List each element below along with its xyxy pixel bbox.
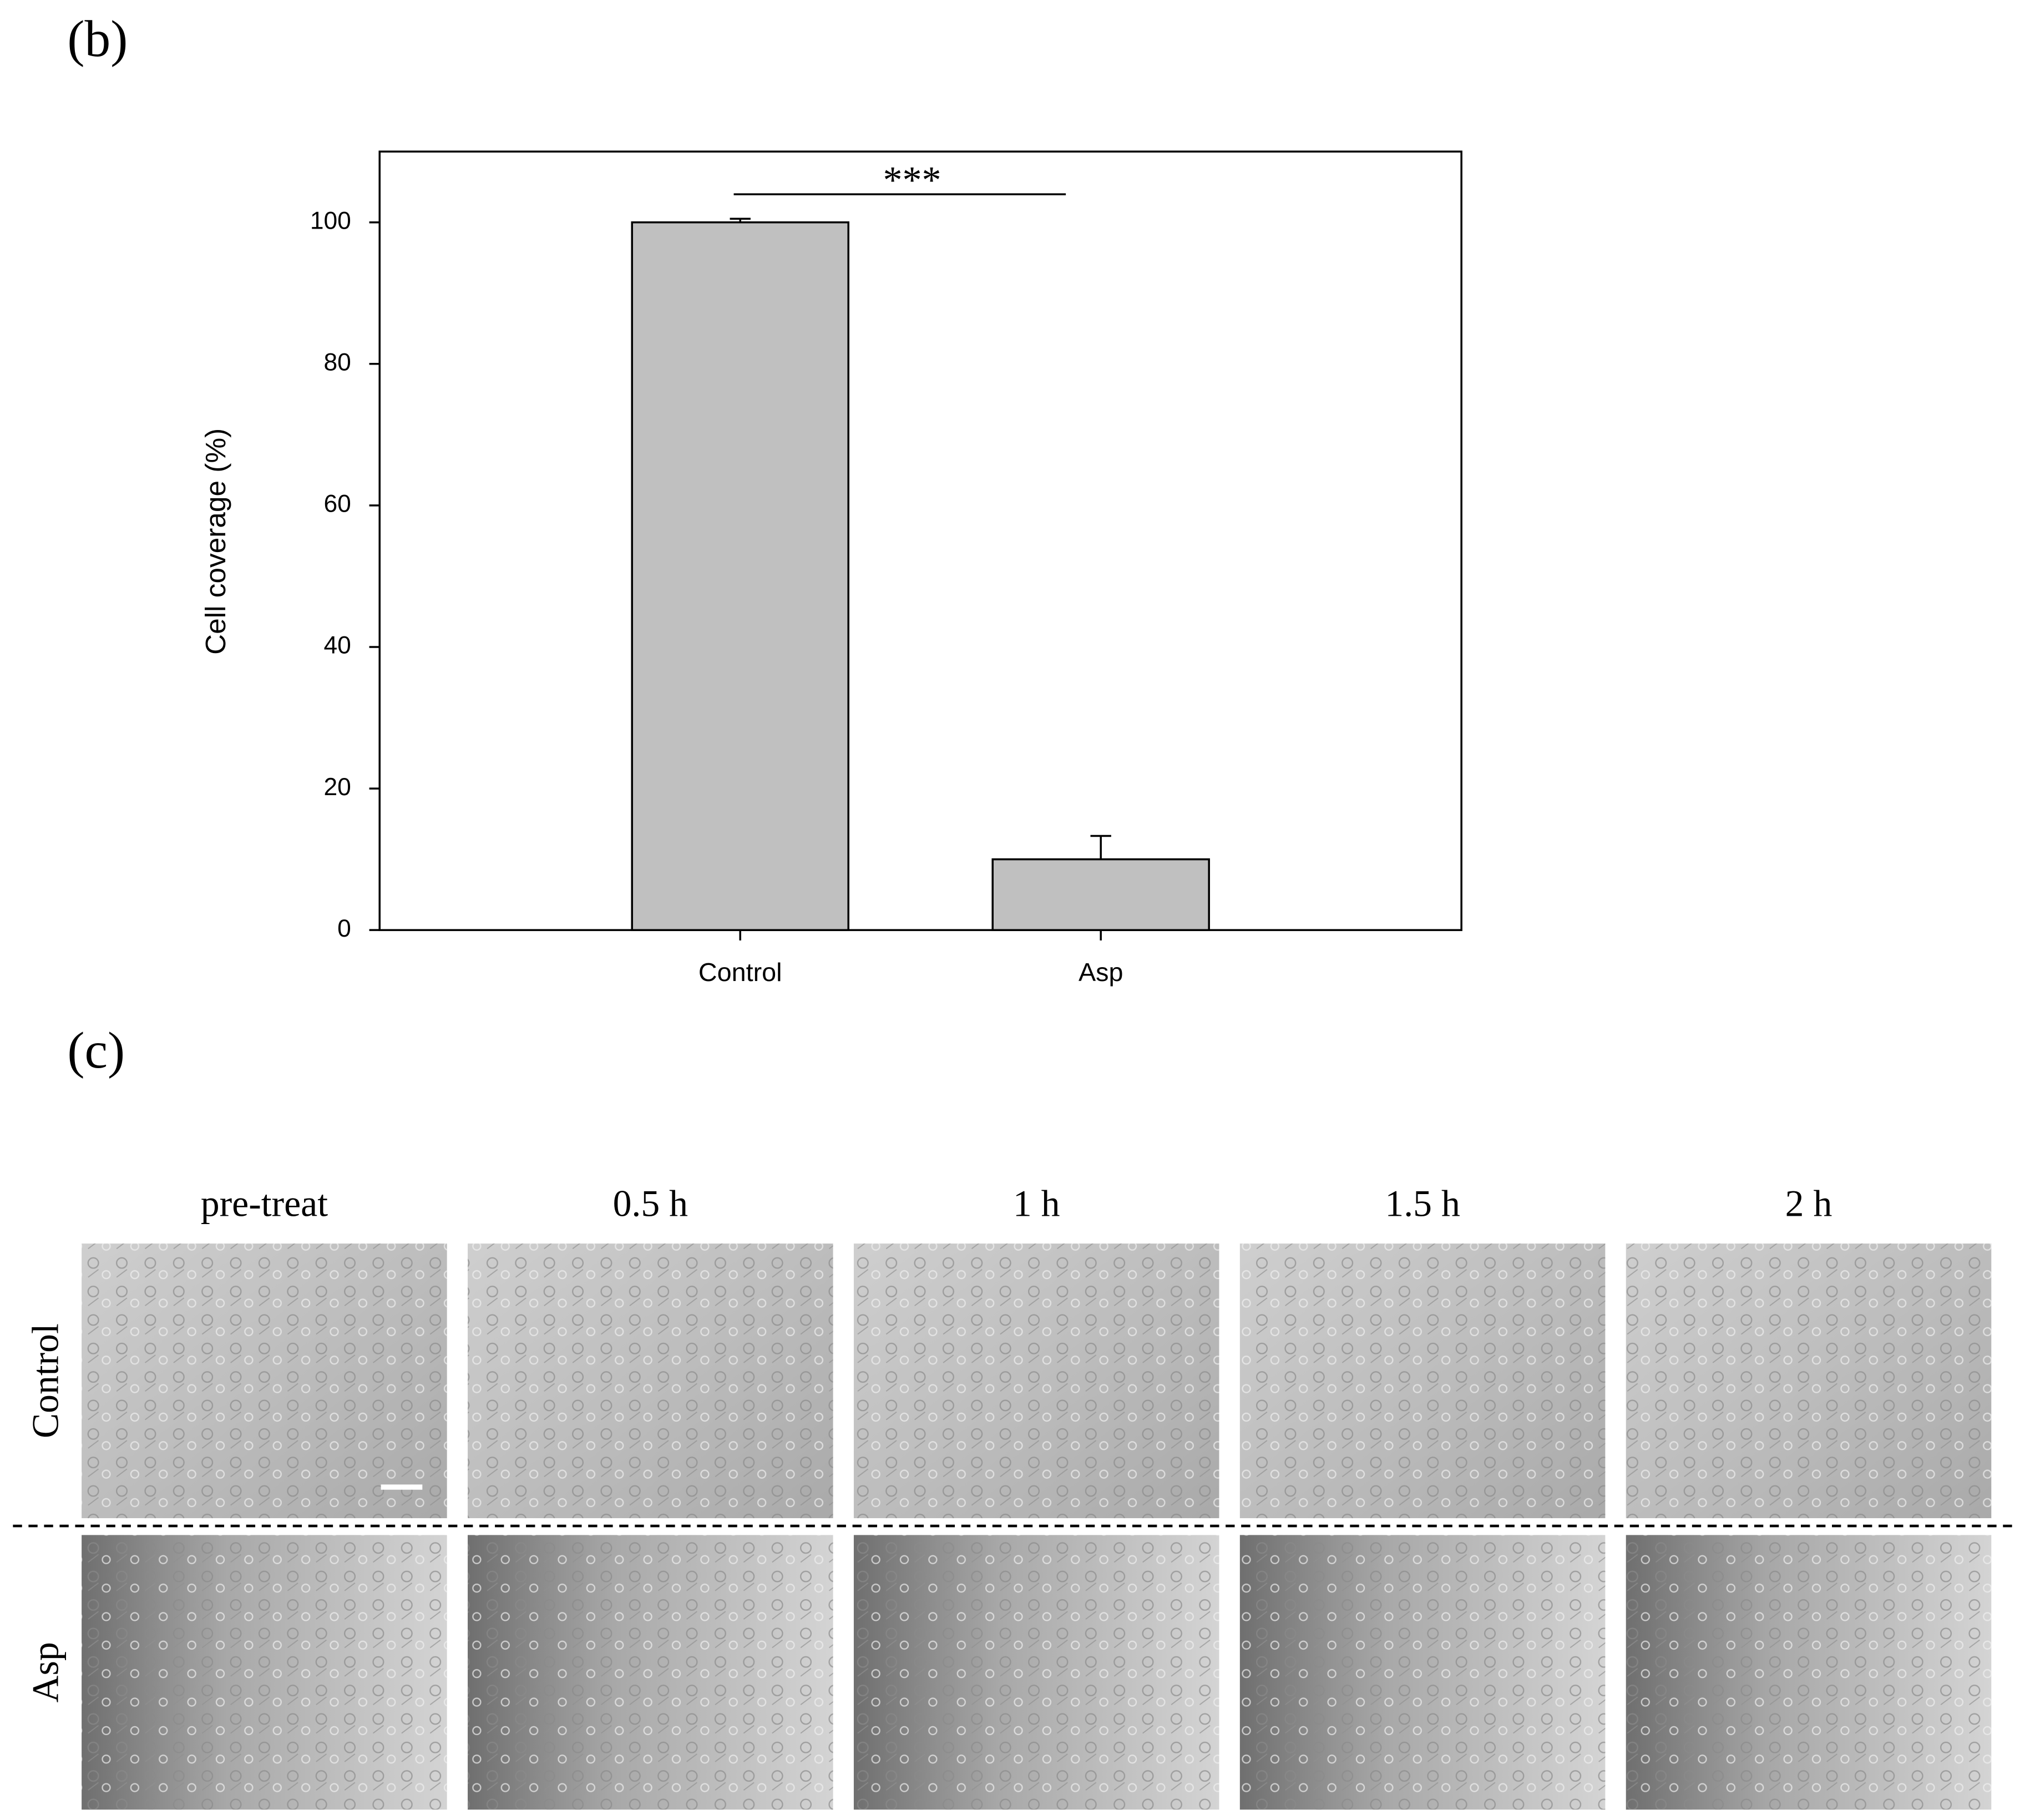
row-label: Asp [24,1642,66,1702]
micrograph-texture [82,1535,447,1810]
x-tick-label: Control [698,958,782,987]
y-axis-label: Cell coverage (%) [200,428,231,655]
row-label: Control [24,1323,66,1438]
micrograph-texture [853,1535,1219,1810]
bar [991,858,1210,931]
micrograph-texture [853,1243,1219,1519]
column-label: 0.5 h [613,1182,688,1224]
panel-label: (c) [67,1022,125,1079]
y-tick-label: 40 [324,632,351,659]
micrograph-texture [468,1243,833,1519]
micrograph-texture [1626,1535,1992,1810]
micrograph-texture [1239,1243,1606,1519]
x-tick-label: Asp [1079,958,1123,987]
panel-label: (b) [67,11,128,68]
micrograph-texture [468,1535,833,1810]
micrograph-texture [82,1243,447,1519]
y-tick-label: 20 [324,774,351,801]
micrograph-texture [1626,1243,1992,1519]
y-tick-label: 0 [337,915,351,942]
column-label: 1.5 h [1385,1182,1460,1224]
column-label: pre-treat [201,1182,328,1224]
column-label: 2 h [1785,1182,1832,1224]
significance-label: *** [883,159,941,202]
y-tick-label: 60 [324,491,351,518]
y-tick-label: 100 [310,207,351,234]
bar [631,221,849,931]
y-tick-label: 80 [324,349,351,376]
micrograph-texture [1239,1535,1606,1810]
plot-frame [378,150,1462,931]
column-label: 1 h [1013,1182,1060,1224]
